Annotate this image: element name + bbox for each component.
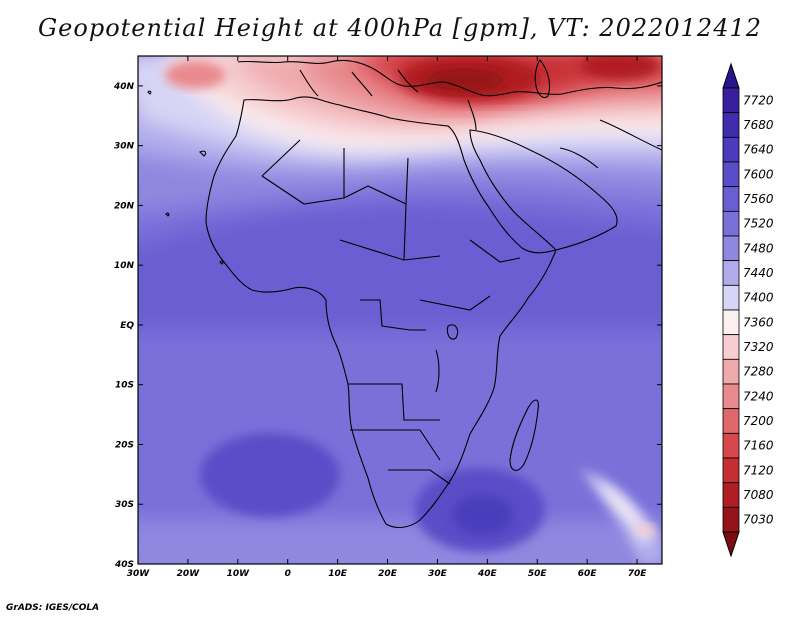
coastlines (147, 59, 662, 529)
colorbar-label: 7520 (743, 217, 774, 231)
lon-tick-label: 70E (628, 569, 648, 579)
colorbar-swatch (722, 358, 740, 385)
lat-tick-label: 40S (114, 560, 134, 570)
colorbar-label: 7030 (743, 513, 774, 527)
lat-tick-label: 20S (115, 440, 134, 450)
colorbar-swatch (722, 482, 740, 508)
colorbar-swatch (722, 161, 740, 188)
contour-field (138, 56, 662, 564)
colorbar-swatch (722, 334, 740, 360)
colorbar-label: 7240 (743, 389, 774, 403)
lat-tick-label: 20N (114, 201, 135, 211)
lon-tick-label: 40E (477, 569, 498, 579)
colorbar-swatch (722, 210, 740, 237)
footer-credit: GrADS: IGES/COLA (6, 603, 100, 613)
colorbar-label: 7360 (743, 315, 774, 329)
colorbar-label: 7640 (743, 143, 774, 157)
colorbar-label: 7720 (743, 93, 774, 107)
lon-tick-label: 0 (285, 569, 291, 579)
colorbar-swatch (722, 284, 740, 311)
map-title: Geopotential Height at 400hPa [gpm], VT:… (38, 14, 762, 42)
lon-tick-label: 30E (428, 569, 448, 579)
colorbar-bottom-arrow (722, 531, 740, 558)
lon-tick-label: 50E (528, 569, 548, 579)
lat-tick-label: 30S (115, 500, 134, 510)
colorbar-label: 7200 (743, 414, 774, 428)
colorbar-label: 7280 (743, 365, 774, 379)
colorbar-swatch (722, 112, 740, 138)
lon-tick-label: 20W (177, 569, 201, 579)
colorbar-top-arrow (722, 62, 740, 89)
colorbar-swatch (722, 408, 740, 434)
lon-tick-label: 60E (578, 569, 598, 579)
colorbar-swatch (722, 432, 740, 459)
plot-frame (137, 55, 663, 565)
lon-tick-label: 10W (227, 569, 251, 579)
colorbar-label: 7320 (743, 340, 774, 354)
lon-tick-label: 10E (328, 569, 348, 579)
colorbar-label: 7480 (743, 241, 774, 255)
colorbar: 7720 7680 7640 7600 7560 7520 7480 7440 7400 7360… (722, 62, 774, 558)
colorbar-label: 7120 (743, 463, 774, 477)
lat-tick-label: 10S (115, 381, 134, 391)
lat-tick-label: 10N (114, 261, 135, 271)
colorbar-label: 7080 (743, 488, 774, 502)
lat-tick-label: EQ (120, 321, 134, 331)
lon-tick-label: 20E (378, 569, 398, 579)
colorbar-label: 7400 (743, 291, 774, 305)
lon-tick-label: 30W (127, 569, 151, 579)
colorbar-label: 7160 (743, 439, 774, 453)
colorbar-swatch (722, 136, 740, 163)
colorbar-label: 7600 (743, 167, 774, 181)
colorbar-label: 7440 (743, 266, 774, 280)
colorbar-swatch (722, 309, 740, 336)
lat-tick-label: 30N (114, 142, 135, 152)
colorbar-swatch (722, 506, 740, 533)
colorbar-label: 7680 (743, 118, 774, 132)
lat-tick-label: 40N (113, 82, 135, 92)
colorbar-swatch (722, 87, 740, 114)
colorbar-swatch (722, 260, 740, 286)
colorbar-swatch (722, 457, 740, 484)
colorbar-swatch (722, 235, 740, 262)
axis-ticks: 30W 20W 10W 0 10E 20E 30E 40E 50E 60E 70E 40N 30N 20N… (113, 56, 662, 579)
colorbar-swatch (722, 383, 740, 410)
colorbar-swatch (722, 186, 740, 212)
colorbar-label: 7560 (743, 192, 774, 206)
